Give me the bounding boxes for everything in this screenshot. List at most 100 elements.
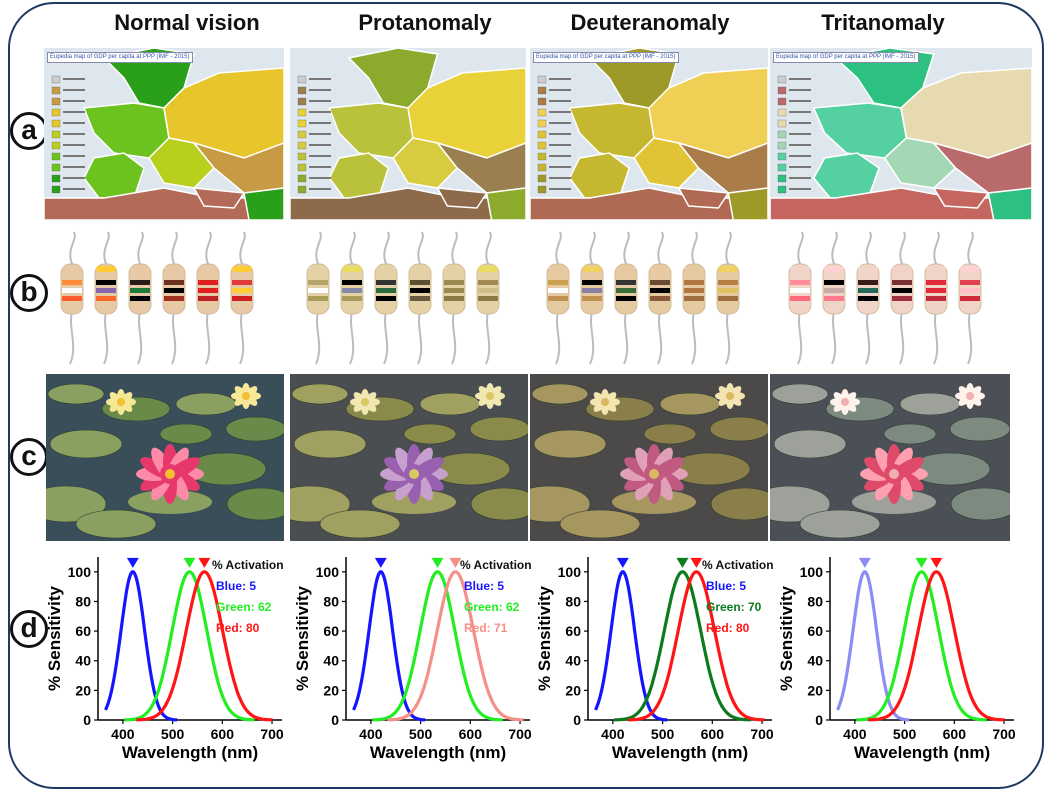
lily-pad — [710, 487, 768, 521]
y-tick-label: 20 — [807, 682, 823, 698]
lily-pad — [559, 509, 641, 539]
lily-pad — [226, 487, 284, 521]
map-legend-swatch — [51, 108, 61, 117]
resistor-band — [130, 296, 150, 301]
resistor-band — [410, 296, 430, 301]
map-legend-text-line — [309, 166, 331, 168]
map-region — [676, 141, 768, 194]
map-legend-text-line — [309, 133, 331, 135]
y-tick-label: 80 — [323, 593, 339, 609]
curve-green — [124, 570, 255, 722]
map-legend-text-line — [789, 111, 811, 113]
map-legend-text-line — [309, 155, 331, 157]
map-region — [931, 141, 1032, 194]
y-tick-label: 0 — [83, 712, 91, 728]
peak-marker-red — [198, 557, 211, 568]
peak-marker-green — [915, 557, 928, 568]
lily-pad — [175, 392, 237, 416]
map-legend-text-line — [789, 144, 811, 146]
map-legend-swatch — [777, 141, 787, 150]
curve-red — [387, 570, 524, 722]
map-legend-text-line — [63, 144, 85, 146]
resistor-band — [650, 288, 670, 293]
pink-lily — [372, 444, 456, 514]
x-tick-label: 400 — [111, 726, 135, 742]
resistor — [162, 231, 186, 365]
resistor — [924, 231, 948, 365]
map-legend-swatch — [537, 119, 547, 128]
map-legend-swatch — [777, 185, 787, 194]
resistor-band — [960, 280, 980, 285]
resistor-band — [858, 280, 878, 285]
map-legend-text-line — [309, 177, 331, 179]
waterlily-scene — [290, 374, 528, 541]
resistor-band — [342, 296, 362, 301]
map-legend-swatch — [297, 141, 307, 150]
resistor-band — [342, 288, 362, 293]
x-tick-label: 600 — [943, 726, 967, 742]
y-tick-label: 100 — [316, 564, 340, 580]
x-axis-label: Wavelength (nm) — [612, 743, 748, 762]
legend-entry-blue: Blue: 5 — [464, 579, 504, 593]
peak-marker-red — [690, 557, 703, 568]
resistor-band — [232, 280, 252, 285]
map-legend-swatch — [537, 86, 547, 95]
map-source-badge: Eupedia map of GDP per capita at PPP (IM… — [533, 52, 679, 63]
resistor-band — [342, 280, 362, 285]
map-legend-swatch — [297, 163, 307, 172]
resistor-band — [410, 288, 430, 293]
peak-marker-blue — [616, 557, 629, 568]
map-legend-swatch — [51, 141, 61, 150]
map-legend-swatch — [297, 86, 307, 95]
map-legend-swatch — [537, 97, 547, 106]
row-label-d: d — [10, 610, 48, 648]
resistor-band — [718, 288, 738, 293]
legend-title: % Activation — [702, 558, 774, 572]
y-tick-label: 60 — [323, 623, 339, 639]
map-legend-text-line — [549, 78, 571, 80]
resistor — [374, 231, 398, 365]
y-tick-label: 60 — [75, 623, 91, 639]
resistor-band — [960, 296, 980, 301]
map-legend-text-line — [309, 89, 331, 91]
resistor-band — [684, 280, 704, 285]
resistor — [614, 231, 638, 365]
yellow-lily — [106, 389, 136, 415]
peak-marker-blue — [374, 557, 387, 568]
map-legend-swatch — [51, 86, 61, 95]
curve-red — [868, 570, 1005, 722]
resistor-band — [410, 280, 430, 285]
resistor-band — [62, 280, 82, 285]
resistor-band — [790, 280, 810, 285]
map-legend-swatch — [297, 119, 307, 128]
map-region — [243, 187, 284, 220]
resistor-band — [444, 280, 464, 285]
lily-pad — [899, 392, 961, 416]
x-tick-label: 500 — [409, 726, 433, 742]
map-source-badge: Eupedia map of GDP per capita at PPP (IM… — [773, 52, 919, 63]
map-legend-text-line — [549, 155, 571, 157]
resistor — [230, 231, 254, 365]
x-tick-label: 700 — [992, 726, 1016, 742]
curve-blue — [352, 570, 426, 722]
peak-marker-blue — [126, 557, 139, 568]
x-axis-label: Wavelength (nm) — [122, 743, 258, 762]
pink-lily — [128, 444, 212, 514]
map-legend-text-line — [549, 144, 571, 146]
map-panel-deut: Eupedia map of GDP per capita at PPP (IM… — [530, 48, 768, 220]
map-legend-text-line — [789, 78, 811, 80]
y-tick-label: 40 — [565, 653, 581, 669]
lily-pad — [159, 423, 213, 445]
resistor — [822, 231, 846, 365]
map-legend-swatch — [537, 75, 547, 84]
map-legend-text-line — [789, 166, 811, 168]
yellow-lily — [590, 389, 620, 415]
lily-pad — [771, 383, 829, 405]
resistor-band — [548, 296, 568, 301]
map-legend-swatch — [537, 185, 547, 194]
x-tick-label: 400 — [359, 726, 383, 742]
resistor-band — [824, 280, 844, 285]
legend-entry-green: Green: 62 — [216, 600, 272, 614]
